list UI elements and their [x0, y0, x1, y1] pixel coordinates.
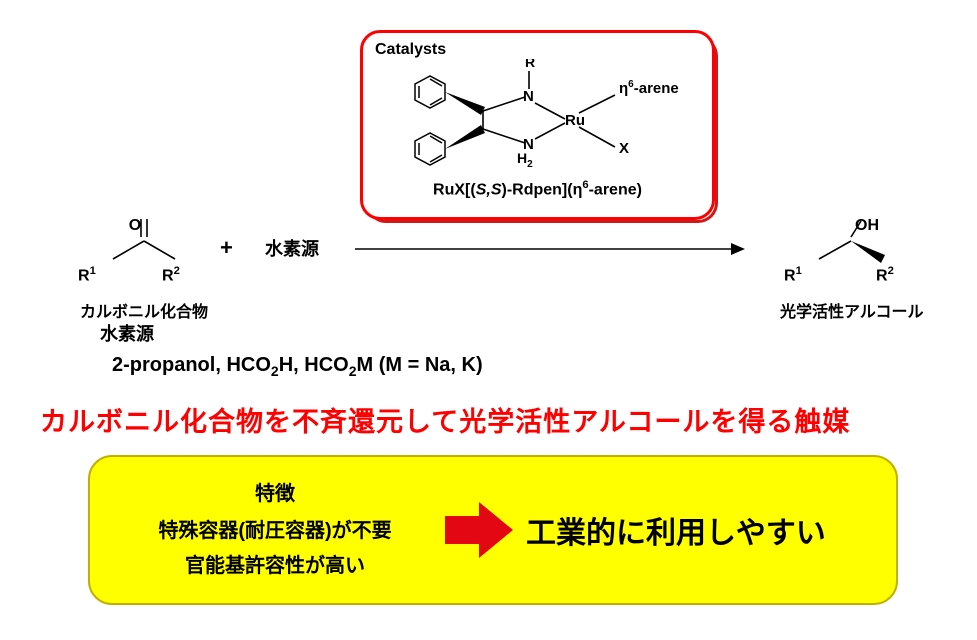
features-line-1: 特殊容器(耐圧容器)が不要: [110, 514, 440, 543]
features-arrow: [440, 500, 520, 560]
product-alcohol: OH R1 R2 光学活性アルコール: [780, 215, 924, 322]
summary-headline: カルボニル化合物を不斉還元して光学活性アルコールを得る触媒: [40, 400, 940, 439]
features-title: 特徴: [110, 477, 440, 506]
plus-sign: +: [220, 235, 233, 261]
carbonyl-name: カルボニル化合物: [80, 298, 208, 322]
label-R1p: R1: [784, 265, 814, 285]
features-line-2: 官能基許容性が高い: [110, 549, 440, 578]
label-N-top: N: [523, 88, 534, 105]
catalyst-box: Catalysts: [360, 30, 715, 220]
hsource-list: 2-propanol, HCO2H, HCO2M (M = Na, K): [112, 354, 483, 379]
features-conclusion: 工業的に利用しやすい: [520, 508, 876, 552]
catalyst-structure: R N Ru N H2 X η6-arene: [375, 59, 700, 179]
hsource-title: 水素源: [100, 320, 483, 346]
catalyst-box-title: Catalysts: [375, 41, 700, 59]
label-O: O: [128, 217, 142, 235]
features-box: 特徴 特殊容器(耐圧容器)が不要 官能基許容性が高い 工業的に利用しやすい: [88, 455, 898, 605]
label-R: R: [525, 59, 535, 70]
label-X: X: [619, 140, 629, 157]
hsource-inline: 水素源: [265, 235, 319, 261]
reaction-arrow: [355, 237, 745, 261]
label-R1: R1: [78, 265, 108, 285]
hsource-block: 水素源 2-propanol, HCO2H, HCO2M (M = Na, K): [100, 320, 483, 379]
label-eta-arene: η6-arene: [619, 79, 679, 97]
product-name: 光学活性アルコール: [780, 298, 924, 322]
label-R2p: R2: [876, 265, 906, 285]
catalyst-formula: RuX[(S,S)-Rdpen](η6-arene): [375, 179, 700, 199]
label-R2: R2: [162, 265, 192, 285]
label-H2: H2: [517, 150, 533, 170]
features-left: 特徴 特殊容器(耐圧容器)が不要 官能基許容性が高い: [110, 477, 440, 584]
reaction-scheme: Catalysts: [60, 20, 930, 300]
carbonyl-reactant: O R1 R2 カルボニル化合物: [80, 215, 208, 322]
label-Ru: Ru: [565, 112, 585, 129]
label-OH: OH: [852, 217, 882, 235]
